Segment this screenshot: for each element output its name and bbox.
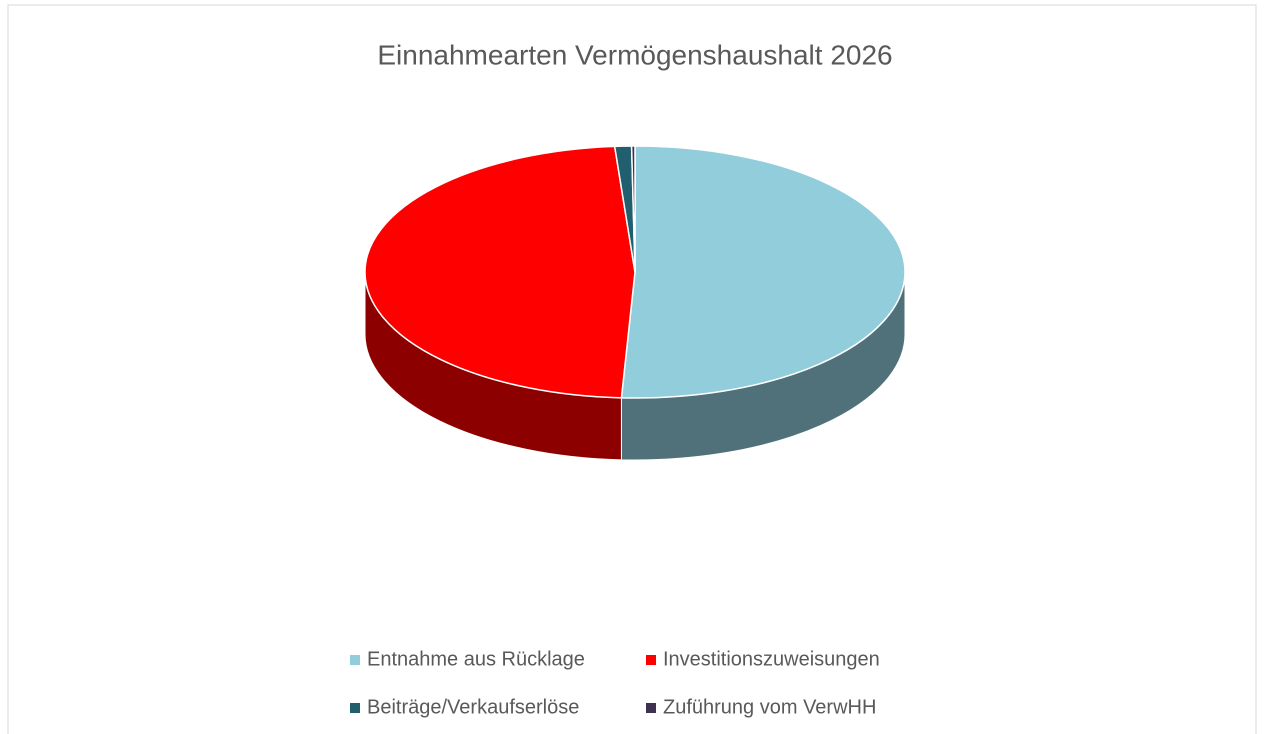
legend-swatch <box>646 703 656 713</box>
legend-swatch <box>646 655 656 665</box>
legend-swatch <box>350 703 360 713</box>
legend-label: Entnahme aus Rücklage <box>367 648 585 670</box>
slice <box>364 145 636 399</box>
slice <box>620 145 906 399</box>
legend-label: Investitionszuweisungen <box>663 648 880 670</box>
legend-label: Zuführung vom VerwHH <box>663 696 876 718</box>
slice <box>630 145 636 273</box>
chart-title: Einnahmearten Vermögenshaushalt 2026 <box>377 39 892 70</box>
legend-label: Beiträge/Verkaufserlöse <box>367 696 579 718</box>
legend-swatch <box>350 655 360 665</box>
